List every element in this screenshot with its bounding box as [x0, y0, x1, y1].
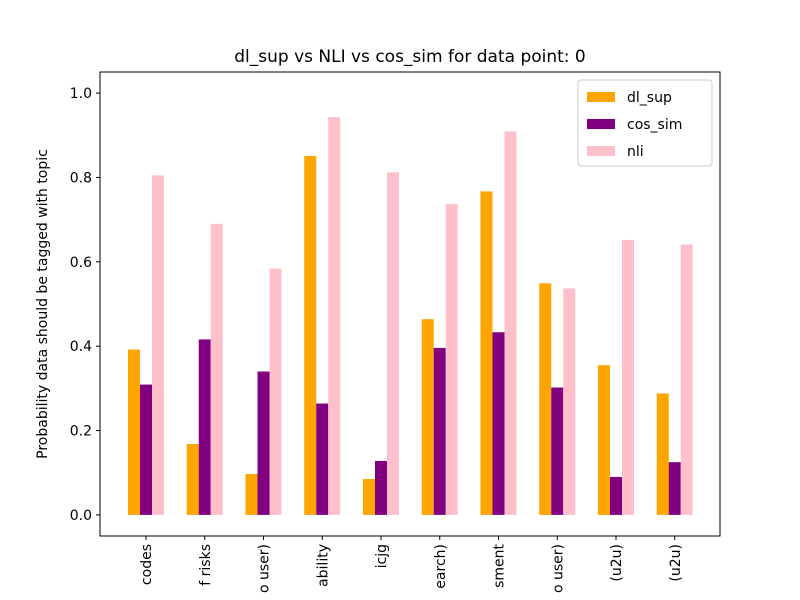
legend-swatch-cos-sim	[587, 119, 615, 129]
bar-dl-sup-6	[480, 191, 493, 515]
x-tick-label: f risks	[198, 544, 214, 586]
x-tick-label: icjg	[374, 544, 390, 568]
bar-cos-sim-8	[610, 476, 622, 515]
legend-label-cos-sim: cos_sim	[627, 117, 682, 133]
x-tick-label: codes	[139, 544, 155, 585]
bar-dl-sup-2	[245, 473, 258, 515]
bar-cos-sim-9	[668, 462, 681, 515]
bar-nli-4	[387, 172, 399, 515]
x-tick-label: sment	[492, 544, 508, 588]
bar-cos-sim-5	[433, 347, 446, 515]
y-axis-label: Probability data should be tagged with t…	[35, 149, 51, 459]
x-tick-label: o user)	[550, 544, 566, 593]
x-axis: codes f risks o user) ability icjg earch) smen…	[139, 536, 684, 593]
bar-dl-sup-4	[363, 479, 375, 515]
bar-nli-9	[680, 244, 693, 515]
y-axis: 0.0 0.2 0.4 0.6 0.8 1.0	[70, 86, 100, 524]
bar-cos-sim-6	[492, 332, 505, 515]
y-tick-label: 1.0	[70, 86, 92, 102]
legend-swatch-nli	[587, 146, 615, 156]
legend-swatch-dl-sup	[587, 92, 615, 102]
bar-nli-5	[445, 204, 458, 515]
plot-frame	[99, 71, 721, 537]
bar-dl-sup-1	[186, 444, 199, 515]
bar-cos-sim-1	[198, 339, 211, 515]
x-tick-label: (u2u)	[668, 544, 684, 582]
y-tick-label: 0.8	[70, 170, 92, 186]
bar-dl-sup-8	[598, 365, 610, 515]
x-tick-label: (u2u)	[609, 544, 625, 582]
bar-cos-sim-0	[140, 384, 152, 515]
bar-cos-sim-4	[375, 460, 387, 515]
legend-label-nli: nli	[627, 144, 644, 160]
bars-layer	[128, 117, 693, 515]
legend-label-dl-sup: dl_sup	[627, 90, 672, 106]
bar-dl-sup-0	[128, 349, 140, 515]
bar-dl-sup-9	[656, 393, 669, 515]
bar-nli-0	[152, 175, 164, 515]
bar-dl-sup-3	[304, 155, 317, 515]
bar-dl-sup-7	[539, 283, 552, 515]
x-tick-label: earch)	[433, 544, 449, 589]
y-tick-label: 0.4	[70, 339, 92, 355]
bar-nli-1	[210, 223, 223, 515]
y-tick-label: 0.2	[70, 424, 92, 440]
y-tick-label: 0.0	[70, 508, 92, 524]
chart-title: dl_sup vs NLI vs cos_sim for data point:…	[234, 47, 586, 67]
x-tick-label: ability	[315, 544, 331, 587]
bar-cos-sim-7	[551, 387, 564, 515]
bar-nli-2	[269, 268, 282, 515]
bar-nli-7	[563, 288, 576, 515]
x-tick-label: o user)	[257, 544, 273, 593]
bar-nli-8	[622, 239, 634, 515]
bar-cos-sim-2	[257, 371, 270, 515]
bar-nli-3	[328, 117, 341, 515]
bar-nli-6	[504, 131, 517, 515]
bar-dl-sup-5	[421, 319, 434, 515]
bar-cos-sim-3	[316, 403, 329, 515]
y-tick-label: 0.6	[70, 255, 92, 271]
